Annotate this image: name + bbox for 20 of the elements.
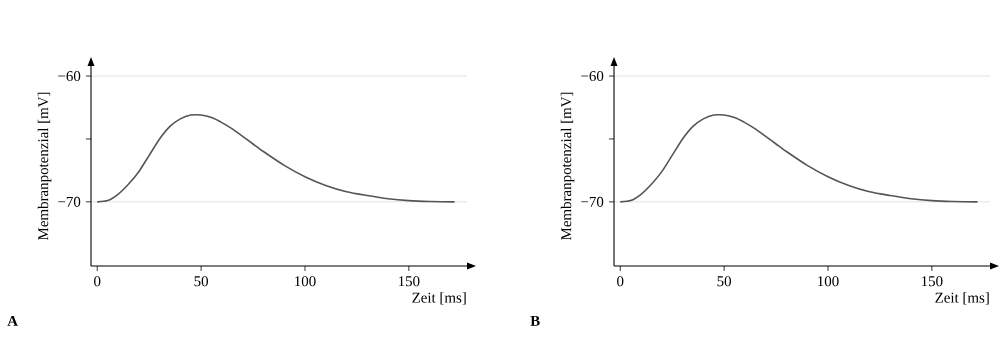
y-tick-label: −60 <box>581 71 604 82</box>
y-tick-label: −70 <box>581 196 604 207</box>
x-tick-label: 50 <box>194 276 209 287</box>
x-tick-label: 0 <box>94 276 101 287</box>
x-axis-title: Zeit [ms] <box>935 292 989 305</box>
x-tick-label: 100 <box>295 276 316 287</box>
x-tick-label: 50 <box>717 276 732 287</box>
x-tick-label: 150 <box>398 276 420 287</box>
text: A <box>7 315 18 326</box>
line-series <box>96 114 456 203</box>
y-axis-title: Membranpotenzial [mV] <box>560 92 575 241</box>
x-tick-label: 100 <box>818 276 839 287</box>
text: B <box>530 315 540 326</box>
x-tick-label: 150 <box>921 276 943 287</box>
line-series <box>619 114 979 203</box>
y-tick-label: −60 <box>58 71 81 82</box>
y-axis-title: Membranpotenzial [mV] <box>37 92 52 241</box>
y-tick-label: −70 <box>58 196 81 207</box>
x-axis-title: Zeit [ms] <box>412 292 466 305</box>
x-tick-label: 0 <box>617 276 624 287</box>
